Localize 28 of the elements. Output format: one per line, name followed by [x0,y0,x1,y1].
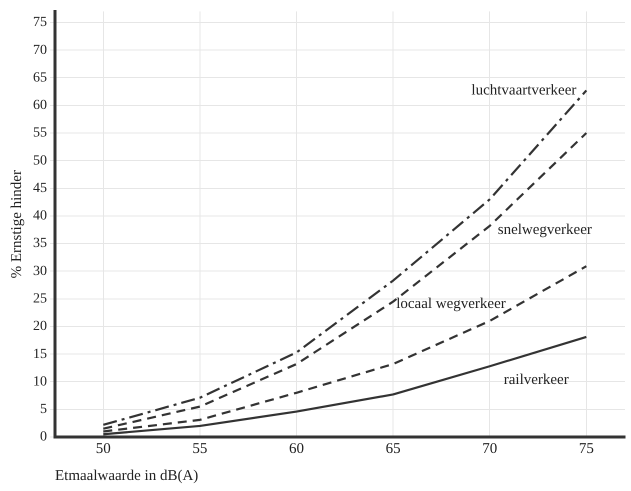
y-axis-title: % Ernstige hinder [8,170,25,278]
series-label: luchtvaartverkeer [471,82,576,98]
y-tick-label: 70 [33,42,47,58]
x-tick-label: 60 [289,440,304,457]
y-tick-label: 20 [33,319,47,334]
y-tick-label: 5 [40,402,47,418]
y-tick-label: 75 [33,15,47,30]
y-tick-label: 15 [33,346,47,362]
y-tick-label: 55 [33,126,47,141]
series-label: railverkeer [504,372,569,388]
y-tick-label: 40 [33,208,47,224]
y-tick-label: 35 [33,236,47,252]
x-tick-label: 75 [578,440,594,457]
series-label: locaal wegverkeer [396,296,506,312]
y-tick-label: 0 [40,430,47,445]
y-tick-label: 50 [33,153,47,168]
x-tick-label: 65 [386,440,401,457]
x-tick-label: 70 [482,440,498,457]
x-tick-label: 50 [96,440,111,457]
y-tick-label: 25 [33,291,47,306]
y-tick-label: 65 [33,70,47,86]
y-tick-label: 30 [33,264,47,279]
x-tick-label: 55 [192,440,208,457]
y-tick-label: 60 [33,98,47,114]
y-tick-label: 45 [33,180,47,196]
series-label: snelwegverkeer [498,222,592,238]
y-tick-label: 10 [33,374,47,390]
x-axis-title: Etmaalwaarde in dB(A) [55,468,198,484]
